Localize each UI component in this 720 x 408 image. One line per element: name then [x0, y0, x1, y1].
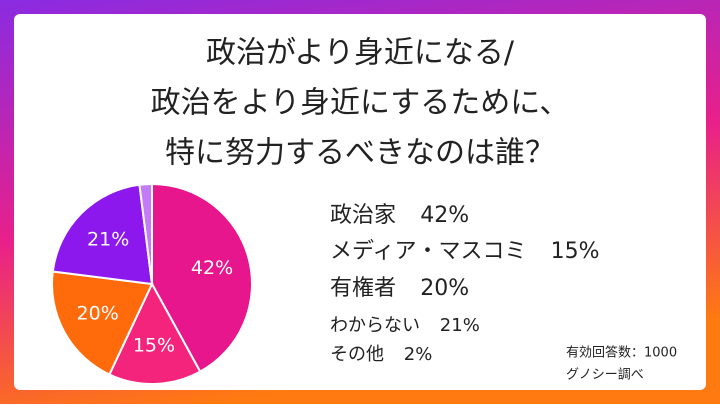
pie-slice [151, 182, 253, 373]
title-line: 政治をより身近にするために、 [151, 86, 570, 121]
legend-value: 20% [420, 276, 469, 301]
legend-label: 政治家 [330, 203, 396, 228]
legend-value: 2% [404, 344, 433, 365]
title-line: 政治がより身近になる/ [206, 36, 515, 71]
legend-label: メディア・マスコミ [330, 239, 526, 264]
slice-label: 15% [133, 334, 175, 356]
legend-value: 21% [440, 315, 480, 336]
slice-label: 42% [191, 257, 233, 279]
pie-slice [51, 270, 154, 376]
legend-label: わからない [330, 315, 420, 336]
legend-value: 42% [420, 203, 469, 228]
pie-slice [51, 183, 154, 286]
slice-label: 21% [87, 229, 129, 251]
title: 政治がより身近になる/ 政治をより身近にするために、 特に努力するべきなのは誰？ [151, 36, 570, 171]
title-line: 特に努力するべきなのは誰？ [165, 136, 555, 171]
legend-label: その他 [330, 344, 384, 365]
note: グノシー調べ [566, 368, 644, 383]
legend-value: 15% [551, 239, 600, 264]
pie-slice [138, 182, 153, 285]
legend-label: 有権者 [330, 276, 396, 301]
pie-slice [108, 281, 202, 385]
slice-label: 20% [77, 302, 119, 324]
note: 有効回答数：1000 [566, 345, 677, 361]
